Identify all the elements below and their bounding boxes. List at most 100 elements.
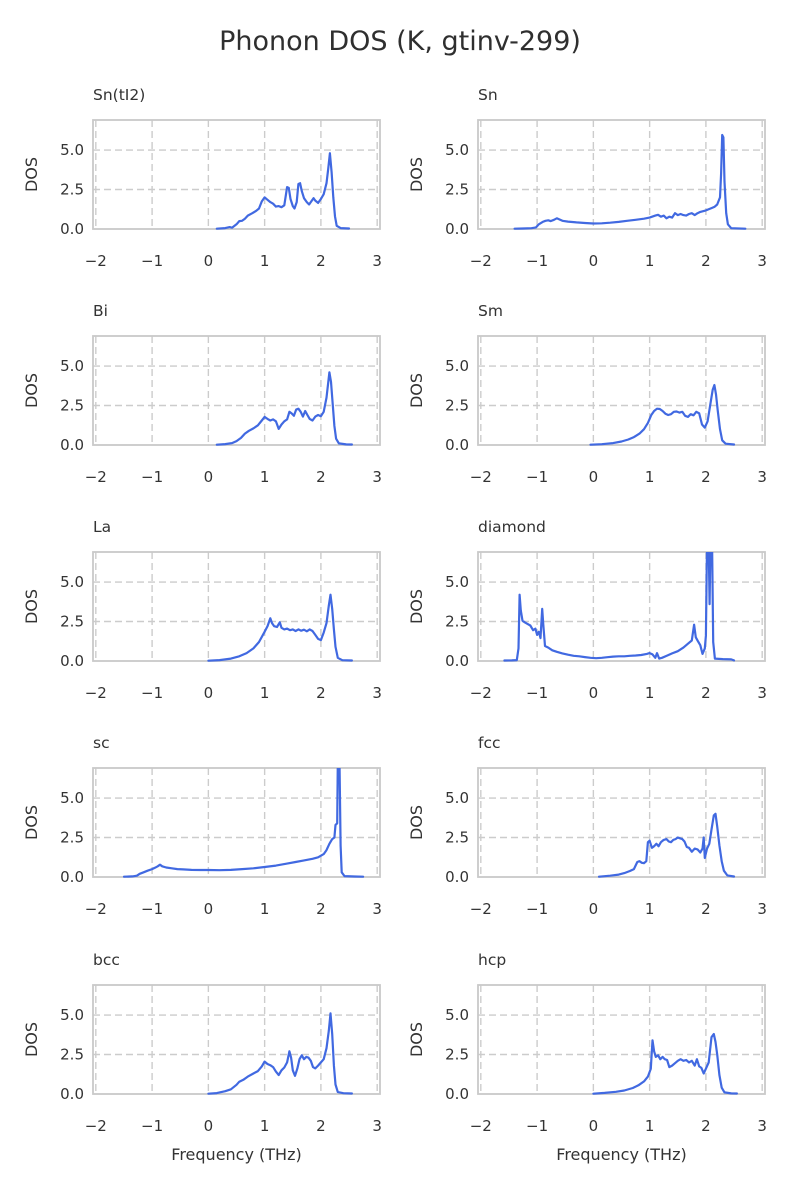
subplot-canvas: −2 −1 0 1 2 3 0.0 2.5 5.0 DOS bbox=[407, 551, 767, 702]
svg-text:DOS: DOS bbox=[22, 805, 41, 840]
svg-text:2.5: 2.5 bbox=[60, 181, 84, 199]
svg-text:0: 0 bbox=[589, 1117, 599, 1135]
svg-text:0: 0 bbox=[204, 1117, 214, 1135]
subplot-title: Sn(tI2) bbox=[93, 86, 146, 104]
svg-text:0.0: 0.0 bbox=[60, 1085, 84, 1103]
svg-text:DOS: DOS bbox=[22, 373, 41, 408]
svg-text:2: 2 bbox=[316, 684, 326, 702]
svg-text:2.5: 2.5 bbox=[445, 1046, 469, 1064]
svg-text:1: 1 bbox=[645, 684, 655, 702]
svg-text:2: 2 bbox=[701, 468, 711, 486]
svg-text:3: 3 bbox=[757, 900, 767, 918]
subplot-title: fcc bbox=[478, 734, 501, 752]
svg-text:2: 2 bbox=[701, 1117, 711, 1135]
subplot-sn: Sn −2 −1 0 1 2 3 0.0 2.5 5.0 DOS bbox=[400, 86, 800, 302]
svg-text:−1: −1 bbox=[526, 468, 548, 486]
subplot-title: La bbox=[93, 518, 112, 536]
svg-text:−2: −2 bbox=[85, 468, 107, 486]
svg-text:−1: −1 bbox=[141, 900, 163, 918]
svg-text:5.0: 5.0 bbox=[445, 573, 469, 591]
svg-text:1: 1 bbox=[260, 684, 270, 702]
subplot-canvas: −2 −1 0 1 2 3 0.0 2.5 5.0 DOS bbox=[22, 767, 382, 918]
svg-text:1: 1 bbox=[260, 252, 270, 270]
subplot-title: Bi bbox=[93, 302, 108, 320]
subplot-title: sc bbox=[93, 734, 110, 752]
svg-text:0: 0 bbox=[204, 468, 214, 486]
svg-text:Frequency (THz): Frequency (THz) bbox=[171, 1145, 301, 1164]
svg-text:5.0: 5.0 bbox=[60, 1006, 84, 1024]
subplot-diamond: diamond −2 −1 0 1 2 3 0.0 2.5 5.0 DOS bbox=[400, 518, 800, 734]
subplot-bi: Bi −2 −1 0 1 2 3 0.0 2.5 5.0 DOS bbox=[0, 302, 400, 518]
svg-text:5.0: 5.0 bbox=[445, 789, 469, 807]
svg-text:DOS: DOS bbox=[407, 805, 426, 840]
subplot-sm: Sm −2 −1 0 1 2 3 0.0 2.5 5.0 DOS bbox=[400, 302, 800, 518]
svg-text:−2: −2 bbox=[85, 252, 107, 270]
subplot-title: Sn bbox=[478, 86, 498, 104]
svg-text:Frequency (THz): Frequency (THz) bbox=[556, 1145, 686, 1164]
svg-text:0.0: 0.0 bbox=[60, 652, 84, 670]
svg-text:3: 3 bbox=[757, 252, 767, 270]
svg-text:−2: −2 bbox=[85, 684, 107, 702]
svg-text:0: 0 bbox=[204, 684, 214, 702]
svg-text:DOS: DOS bbox=[22, 157, 41, 192]
svg-text:3: 3 bbox=[757, 468, 767, 486]
svg-text:0.0: 0.0 bbox=[60, 220, 84, 238]
svg-text:3: 3 bbox=[757, 684, 767, 702]
svg-text:−2: −2 bbox=[470, 900, 492, 918]
svg-text:−1: −1 bbox=[141, 1117, 163, 1135]
svg-text:0.0: 0.0 bbox=[445, 1085, 469, 1103]
subplot-canvas: −2 −1 0 1 2 3 0.0 2.5 5.0 DOS bbox=[22, 119, 382, 270]
subplot-fcc: fcc −2 −1 0 1 2 3 0.0 2.5 5.0 DOS bbox=[400, 734, 800, 950]
svg-text:2: 2 bbox=[701, 252, 711, 270]
svg-text:1: 1 bbox=[260, 900, 270, 918]
svg-text:DOS: DOS bbox=[22, 589, 41, 624]
svg-text:0.0: 0.0 bbox=[60, 436, 84, 454]
svg-text:3: 3 bbox=[372, 1117, 382, 1135]
svg-text:1: 1 bbox=[260, 1117, 270, 1135]
subplot-hcp: hcp −2 −1 0 1 2 3 0.0 2.5 5.0 DOS Frequency (THz) bbox=[400, 951, 800, 1200]
svg-text:−2: −2 bbox=[470, 252, 492, 270]
subplot-sc: sc −2 −1 0 1 2 3 0.0 2.5 5.0 DOS bbox=[0, 734, 400, 950]
svg-text:5.0: 5.0 bbox=[445, 1006, 469, 1024]
svg-text:1: 1 bbox=[260, 468, 270, 486]
svg-text:0.0: 0.0 bbox=[445, 220, 469, 238]
svg-text:0: 0 bbox=[589, 252, 599, 270]
svg-text:2: 2 bbox=[316, 468, 326, 486]
svg-text:−2: −2 bbox=[85, 900, 107, 918]
svg-text:−1: −1 bbox=[141, 252, 163, 270]
svg-text:2.5: 2.5 bbox=[445, 181, 469, 199]
svg-text:0.0: 0.0 bbox=[445, 436, 469, 454]
svg-text:3: 3 bbox=[372, 468, 382, 486]
svg-text:5.0: 5.0 bbox=[60, 357, 84, 375]
svg-text:2: 2 bbox=[316, 900, 326, 918]
svg-text:5.0: 5.0 bbox=[60, 573, 84, 591]
svg-text:−2: −2 bbox=[470, 468, 492, 486]
figure-title: Phonon DOS (K, gtinv-299) bbox=[219, 26, 581, 57]
svg-text:DOS: DOS bbox=[407, 157, 426, 192]
subplot-canvas: −2 −1 0 1 2 3 0.0 2.5 5.0 DOS bbox=[22, 551, 382, 702]
svg-text:0: 0 bbox=[589, 468, 599, 486]
subplot-canvas: −2 −1 0 1 2 3 0.0 2.5 5.0 DOS Frequency (THz) bbox=[407, 984, 767, 1164]
svg-text:−1: −1 bbox=[141, 684, 163, 702]
svg-text:−1: −1 bbox=[526, 252, 548, 270]
svg-text:2: 2 bbox=[316, 1117, 326, 1135]
svg-text:DOS: DOS bbox=[22, 1022, 41, 1057]
svg-text:−1: −1 bbox=[526, 684, 548, 702]
svg-text:2.5: 2.5 bbox=[60, 829, 84, 847]
svg-text:2.5: 2.5 bbox=[445, 613, 469, 631]
svg-text:0: 0 bbox=[589, 684, 599, 702]
subplot-canvas: −2 −1 0 1 2 3 0.0 2.5 5.0 DOS Frequency (THz) bbox=[22, 984, 382, 1164]
svg-text:0.0: 0.0 bbox=[445, 868, 469, 886]
subplot-title: hcp bbox=[478, 951, 507, 969]
svg-text:2.5: 2.5 bbox=[445, 397, 469, 415]
svg-text:1: 1 bbox=[645, 468, 655, 486]
svg-text:5.0: 5.0 bbox=[60, 789, 84, 807]
svg-text:1: 1 bbox=[645, 252, 655, 270]
svg-text:5.0: 5.0 bbox=[445, 357, 469, 375]
subplot-canvas: −2 −1 0 1 2 3 0.0 2.5 5.0 DOS bbox=[22, 335, 382, 486]
svg-text:1: 1 bbox=[645, 1117, 655, 1135]
subplot-title: diamond bbox=[478, 518, 546, 536]
svg-text:3: 3 bbox=[372, 900, 382, 918]
subplot-title: Sm bbox=[478, 302, 503, 320]
svg-text:−1: −1 bbox=[526, 900, 548, 918]
